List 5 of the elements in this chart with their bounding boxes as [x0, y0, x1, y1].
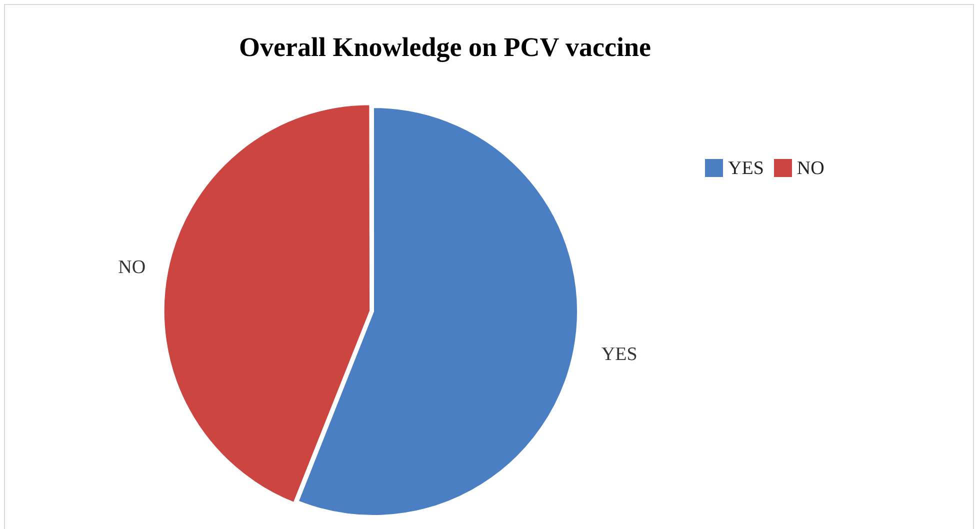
legend-label: YES — [727, 158, 764, 180]
chart-title: Overall Knowledge on PCV vaccine — [238, 32, 652, 63]
legend-label: NO — [796, 158, 824, 180]
slice-label: NO — [118, 257, 146, 278]
slice-label: YES — [601, 344, 638, 365]
